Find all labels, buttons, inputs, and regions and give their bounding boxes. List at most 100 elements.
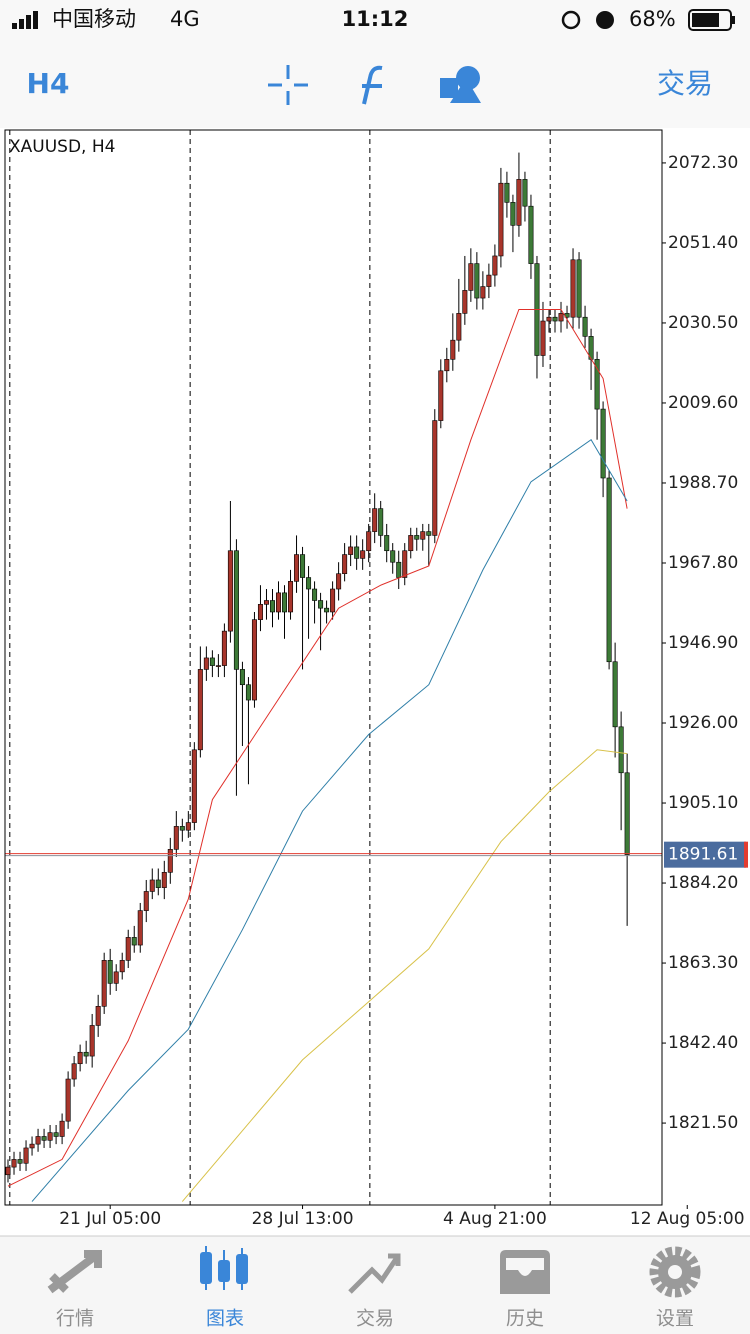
candle-body <box>107 960 113 984</box>
candle-body <box>173 826 179 850</box>
history-icon[interactable] <box>500 1250 550 1294</box>
tab-label[interactable]: 图表 <box>206 1308 244 1330</box>
candle-body <box>402 550 408 578</box>
candle-body <box>498 182 504 257</box>
candle-body <box>330 588 336 613</box>
x-tick-label: 12 Aug 05:00 <box>630 1209 745 1229</box>
trade-icon[interactable] <box>348 1253 401 1294</box>
settings-icon[interactable] <box>649 1246 701 1298</box>
candle-body <box>408 535 414 552</box>
tab-label[interactable]: 设置 <box>656 1308 694 1330</box>
carrier: 中国移动 <box>52 7 136 31</box>
candle-body <box>77 1051 83 1065</box>
candle-body <box>606 477 612 663</box>
signal-icon <box>12 11 38 29</box>
candle-body <box>624 772 630 855</box>
candle-body <box>486 274 492 287</box>
candle-body <box>101 960 107 1007</box>
candle-body <box>215 665 221 667</box>
candle-body <box>426 531 432 536</box>
candle-body <box>390 550 396 563</box>
battery-percent: 68% <box>629 7 676 31</box>
candle-body <box>504 182 510 203</box>
candle-body <box>149 879 155 892</box>
candle-body <box>552 316 558 322</box>
candle-body <box>209 657 215 666</box>
candle-body <box>137 910 143 946</box>
timeframe-button[interactable]: H4 <box>27 67 70 100</box>
candle-body <box>396 561 402 578</box>
candle-body <box>348 546 354 555</box>
candle-body <box>432 420 438 536</box>
y-tick-label: 1926.00 <box>668 713 738 733</box>
chart-icon[interactable] <box>200 1246 248 1290</box>
candle-body <box>342 554 348 575</box>
candle-body <box>119 960 125 973</box>
candle-body <box>185 822 191 831</box>
candle-body <box>125 937 131 961</box>
candle-body <box>438 370 444 421</box>
candle-body <box>528 205 534 264</box>
candle-body <box>318 600 324 609</box>
y-tick-label: 1905.10 <box>668 793 738 813</box>
y-tick-label: 1863.30 <box>668 953 738 973</box>
moving-average <box>31 438 628 1202</box>
tab-label[interactable]: 交易 <box>356 1308 394 1330</box>
y-tick-label: 1884.20 <box>668 873 738 893</box>
candle-body <box>456 313 462 341</box>
candle-body <box>155 879 161 888</box>
candle-body <box>468 263 474 291</box>
candle-body <box>336 573 342 590</box>
candle-body <box>324 607 330 613</box>
crosshair-button[interactable] <box>268 65 308 105</box>
candle-body <box>95 1006 101 1026</box>
candle-body <box>233 550 239 670</box>
candle-body <box>354 546 360 559</box>
y-tick-label: 1946.90 <box>668 633 738 653</box>
candle-body <box>257 604 263 620</box>
candle-body <box>227 550 233 632</box>
x-tick-label: 28 Jul 13:00 <box>252 1209 354 1229</box>
tab-bar <box>0 1236 750 1334</box>
y-tick-label: 2072.30 <box>668 153 738 173</box>
candle-body <box>245 684 251 701</box>
clock: 11:12 <box>342 7 409 31</box>
moving-average <box>7 309 628 1187</box>
candle-body <box>300 554 306 578</box>
candle-body <box>618 726 624 774</box>
candle-body <box>89 1025 95 1057</box>
tab-label[interactable]: 历史 <box>506 1308 544 1330</box>
candle-body <box>594 359 600 410</box>
last-price-marker <box>744 841 748 868</box>
candle-body <box>576 259 582 318</box>
candle-body <box>372 508 378 532</box>
alarm-icon <box>596 11 614 29</box>
trade-button[interactable]: 交易 <box>657 67 713 100</box>
candle-body <box>83 1051 89 1057</box>
candle-body <box>5 1166 11 1176</box>
tab-label[interactable]: 行情 <box>56 1308 94 1330</box>
candle-body <box>221 630 227 666</box>
y-tick-label: 1842.40 <box>668 1033 738 1053</box>
quotes-icon[interactable] <box>47 1250 102 1294</box>
candle-body <box>570 259 576 318</box>
candle-body <box>251 619 257 701</box>
candle-body <box>600 408 606 479</box>
candle-body <box>288 581 294 613</box>
candle-body <box>47 1132 53 1141</box>
y-tick-label: 2051.40 <box>668 233 738 253</box>
candle-body <box>239 669 245 686</box>
candle-body <box>11 1159 17 1168</box>
indicator-button[interactable] <box>362 65 383 105</box>
candle-body <box>294 554 300 582</box>
x-tick-label: 21 Jul 05:00 <box>59 1209 161 1229</box>
candle-body <box>522 179 528 207</box>
objects-button[interactable] <box>440 66 481 103</box>
candle-body <box>420 531 426 540</box>
candle-body <box>492 255 498 276</box>
y-tick-label: 2009.60 <box>668 393 738 413</box>
candle-body <box>360 550 366 559</box>
last-price-box <box>664 841 746 868</box>
